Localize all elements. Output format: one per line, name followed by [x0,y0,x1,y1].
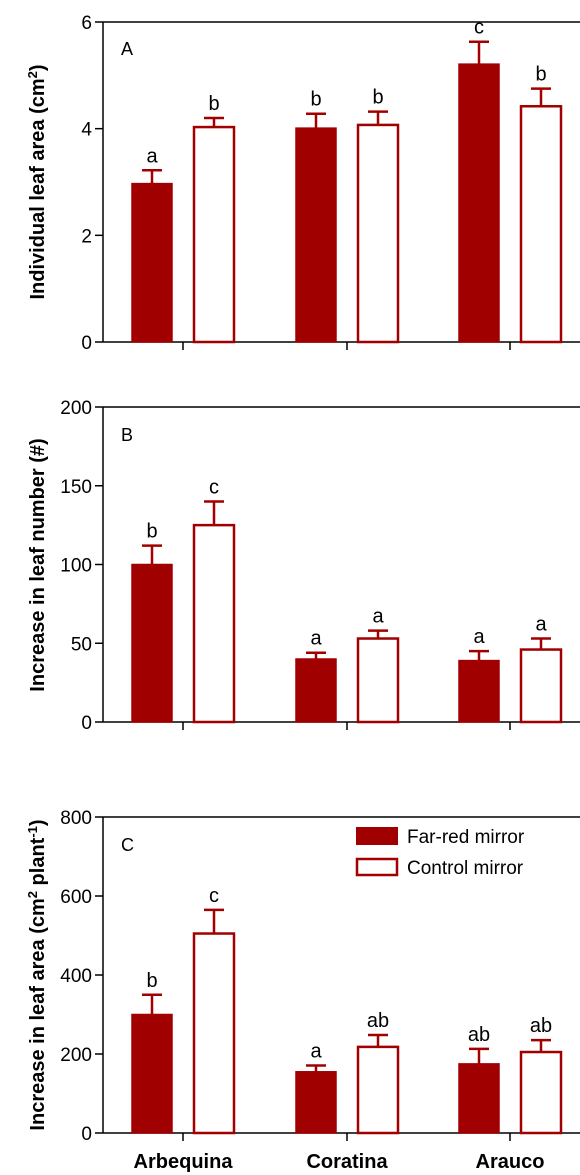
y-tick-label: 400 [60,966,92,987]
legend-swatch-far-red [356,827,398,845]
bar-control [519,648,563,724]
bar-far-red [131,563,173,723]
panel-b: 0 50 100 150 200 B Increase in leaf number (#)… [27,398,580,734]
bar-far-red [295,127,337,343]
significance-label: b [208,93,219,115]
panel-a: 0 2 4 6 A Individual leaf area (cm2) a b c b b b [25,13,580,354]
significance-label: c [474,17,484,39]
y-tick-label: 0 [81,713,92,734]
panel-letter: B [121,425,133,445]
bar-far-red [458,659,500,723]
significance-label: c [209,885,219,907]
y-tick-label: 600 [60,887,92,908]
y-tick-label: 0 [81,333,92,354]
bar-control [192,125,236,344]
significance-label: ab [530,1015,552,1037]
y-tick-label: 200 [60,1045,92,1066]
legend-label-control: Control mirror [407,858,524,879]
significance-label: a [310,1040,322,1062]
bar-far-red [295,658,337,723]
legend-label-far-red: Far-red mirror [407,827,525,848]
significance-label: a [146,145,158,167]
y-tick-label: 200 [60,398,92,419]
panel-c: 0 200 400 600 800 C Increase in leaf area (cm2… [25,808,580,1145]
legend: Far-red mirror Control mirror [355,827,525,879]
y-tick-label: 800 [60,808,92,829]
significance-label: b [372,87,383,109]
bar-far-red [458,63,500,343]
significance-label: b [146,521,157,543]
category-label-coratina: Coratina [306,1151,388,1173]
panel-letter: A [121,39,133,59]
significance-label: a [535,614,547,636]
category-label-arbequina: Arbequina [134,1151,234,1173]
bar-control [192,523,236,724]
y-axis-title: Increase in leaf number (#) [27,438,49,691]
significance-label: ab [468,1024,490,1046]
significance-label: a [473,626,485,648]
y-tick-label: 50 [71,634,92,655]
y-tick-label: 100 [60,556,92,577]
bar-control [192,932,236,1135]
bar-control [519,1050,563,1135]
bar-far-red [458,1063,500,1134]
y-tick-label: 0 [81,1124,92,1145]
legend-swatch-control [355,857,399,877]
y-tick-label: 4 [81,120,92,141]
significance-label: b [146,970,157,992]
bar-control [356,1045,400,1135]
significance-label: b [535,64,546,86]
significance-label: a [372,606,384,628]
y-axis-title: Individual leaf area (cm2) [25,64,50,299]
panel-letter: C [121,835,134,855]
bar-far-red [295,1071,337,1134]
significance-label: a [310,628,322,650]
y-tick-label: 6 [81,13,92,34]
bar-far-red [131,1013,173,1134]
significance-label: ab [367,1010,389,1032]
y-axis-title: Increase in leaf area (cm2 plant-1) [25,819,50,1130]
significance-label: b [310,89,321,111]
bar-control [519,105,563,344]
category-labels: Arbequina Coratina Arauco [134,1151,545,1173]
y-tick-label: 2 [81,226,92,247]
significance-label: c [209,477,219,499]
bar-control [356,123,400,344]
bar-far-red [131,182,173,343]
y-tick-label: 150 [60,477,92,498]
bar-control [356,637,400,724]
category-label-arauco: Arauco [476,1151,545,1173]
